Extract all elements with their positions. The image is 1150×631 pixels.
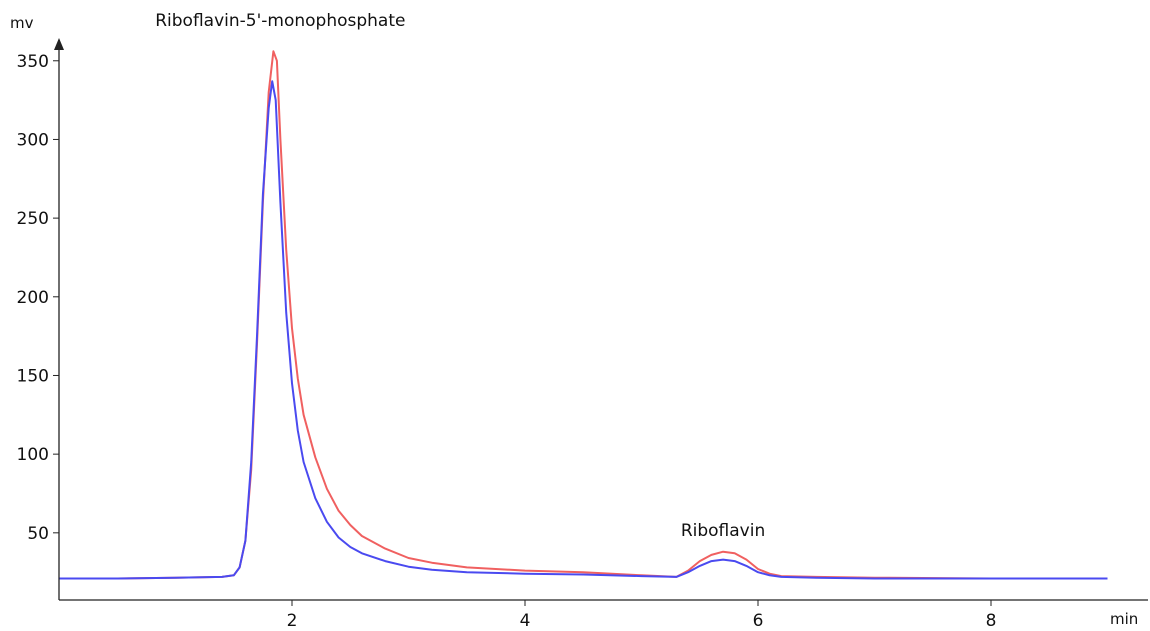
x-tick-label-2: 2 xyxy=(287,611,298,631)
peak-label-riboflavin: Riboflavin xyxy=(681,521,765,541)
x-axis-unit: min xyxy=(1110,610,1138,628)
series-line-0 xyxy=(59,50,1108,580)
y-tick-label-50: 50 xyxy=(27,524,49,544)
y-axis-unit: mv xyxy=(10,14,34,32)
axes-layer xyxy=(54,38,1148,601)
y-axis-arrow-icon xyxy=(54,38,64,50)
series-layer xyxy=(59,50,1108,580)
y-tick-label-300: 300 xyxy=(17,130,49,150)
ticks-layer: 50 100 150 200 250 300 350 2 4 6 8 xyxy=(17,52,997,631)
x-tick-label-4: 4 xyxy=(520,611,531,631)
y-tick-label-100: 100 xyxy=(17,445,49,465)
x-tick-label-6: 6 xyxy=(753,611,764,631)
y-tick-label-150: 150 xyxy=(17,366,49,386)
x-tick-label-8: 8 xyxy=(986,611,997,631)
series-line-1 xyxy=(59,80,1108,580)
peak-label-riboflavin-5-monophosphate: Riboflavin-5'-monophosphate xyxy=(155,11,405,31)
y-tick-label-200: 200 xyxy=(17,288,49,308)
y-tick-label-350: 350 xyxy=(17,52,49,72)
y-tick-label-250: 250 xyxy=(17,209,49,229)
